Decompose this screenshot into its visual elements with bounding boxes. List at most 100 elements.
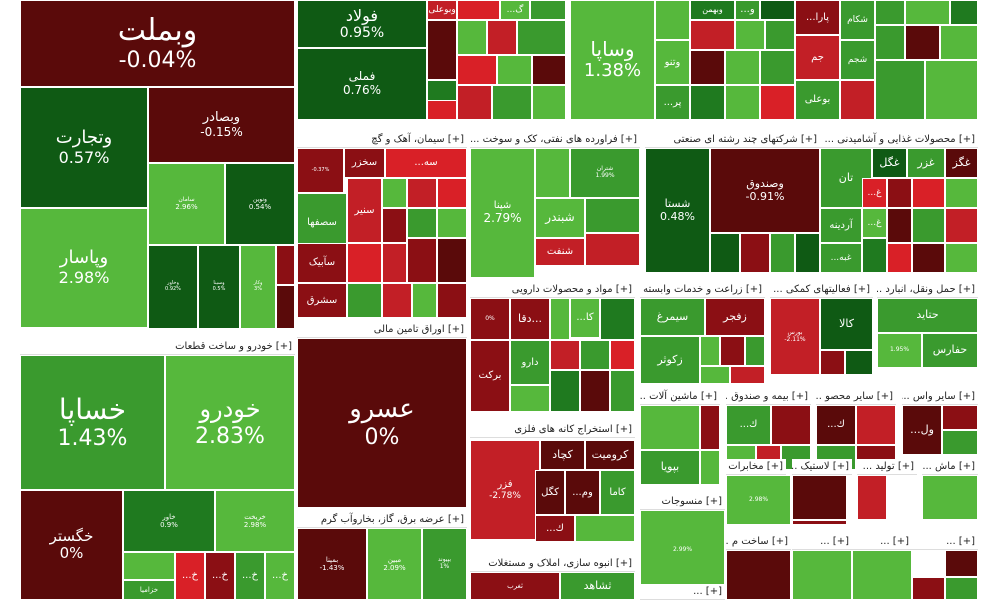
stock-tile[interactable] [640, 405, 700, 450]
stock-tile[interactable] [740, 233, 770, 273]
stock-tile[interactable] [857, 475, 887, 520]
stock-tile[interactable] [407, 238, 437, 283]
stock-tile[interactable]: جم [795, 35, 840, 80]
sector-header[interactable]: [+] سایر محصو ... [816, 389, 896, 405]
sector-header[interactable]: [+] ... [912, 534, 978, 550]
stock-tile[interactable] [382, 178, 407, 208]
stock-tile[interactable] [765, 20, 795, 50]
stock-tile[interactable] [585, 233, 640, 266]
stock-tile[interactable] [497, 55, 532, 85]
stock-tile[interactable]: ...خ [175, 552, 205, 600]
stock-tile[interactable] [655, 0, 690, 40]
sector-header[interactable]: [+] فراورده های نفتی، کک و سوخت ... [470, 132, 640, 148]
stock-tile[interactable] [771, 405, 811, 445]
stock-tile[interactable]: وخاور 0.92% [148, 245, 198, 329]
stock-tile[interactable]: بمپنا -1.43% [297, 528, 367, 600]
stock-tile[interactable]: خودرو 2.83% [165, 355, 295, 490]
stock-tile[interactable]: وبملت -0.04% [20, 0, 295, 87]
stock-tile[interactable] [925, 60, 978, 120]
stock-tile[interactable]: ...خ [265, 552, 295, 600]
sector-header[interactable]: [+] خودرو و ساخت قطعات [20, 339, 295, 355]
stock-tile[interactable] [912, 178, 945, 208]
stock-tile[interactable] [437, 208, 467, 238]
sector-header[interactable]: [+] مخابرات [726, 459, 786, 475]
stock-tile[interactable] [887, 178, 912, 208]
stock-tile[interactable]: دقا... [510, 298, 550, 340]
sector-header[interactable]: [+] بیمه و صندوق ... [726, 389, 811, 405]
stock-tile[interactable]: ...غ [862, 208, 887, 238]
stock-tile[interactable]: فزر -2.78% [470, 440, 540, 540]
stock-tile[interactable]: 1.95% [877, 333, 922, 368]
stock-tile[interactable]: ...خ [205, 552, 235, 600]
sector-header[interactable]: [+] زراعت و خدمات وابسته [640, 282, 765, 298]
stock-tile[interactable]: کالا [820, 298, 873, 350]
stock-tile[interactable] [700, 336, 720, 366]
sector-header[interactable]: [+] ساخت م ... [726, 534, 791, 550]
stock-tile[interactable]: خساپا 1.43% [20, 355, 165, 490]
stock-tile[interactable]: سیمرغ [640, 298, 705, 336]
stock-tile[interactable]: برکت [470, 340, 510, 412]
stock-tile[interactable]: ...غبه [820, 243, 862, 273]
sector-header[interactable]: [+] ... [792, 534, 852, 550]
stock-tile[interactable]: -0.37% [297, 148, 344, 193]
stock-tile[interactable]: شستا 0.48% [645, 148, 710, 273]
stock-tile[interactable]: ...وم [565, 470, 600, 515]
stock-tile[interactable]: خاور 0.9% [123, 490, 215, 552]
stock-tile[interactable] [550, 298, 570, 340]
sector-header[interactable]: [+] منسوجات [640, 494, 725, 510]
stock-tile[interactable]: شنفت [535, 238, 585, 266]
stock-tile[interactable]: ...کا [570, 298, 600, 338]
stock-tile[interactable] [437, 238, 467, 283]
stock-tile[interactable] [407, 208, 437, 238]
stock-tile[interactable] [382, 283, 412, 318]
stock-tile[interactable]: 0% [470, 298, 510, 340]
stock-tile[interactable]: زکوثر [640, 336, 700, 384]
stock-tile[interactable]: ...خ [235, 552, 265, 600]
stock-tile[interactable] [942, 430, 978, 455]
stock-tile[interactable]: خزامیا [123, 580, 175, 600]
stock-tile[interactable]: سنیر [347, 178, 382, 243]
stock-tile[interactable] [487, 20, 517, 55]
stock-tile[interactable]: شکام [840, 0, 875, 40]
stock-tile[interactable]: کروميت [585, 440, 635, 470]
stock-tile[interactable]: ...غ [862, 178, 887, 208]
stock-tile[interactable]: ...ك [535, 515, 575, 542]
stock-tile[interactable] [550, 340, 580, 370]
stock-tile[interactable]: حفارس [922, 333, 978, 368]
stock-tile[interactable] [760, 0, 795, 20]
stock-tile[interactable] [123, 552, 175, 580]
sector-header[interactable]: [+] فعالیتهای کمکی ... [770, 282, 873, 298]
sector-header[interactable]: [+] سایر واس ... [902, 389, 978, 405]
stock-tile[interactable] [905, 25, 940, 60]
stock-tile[interactable]: ...ك [726, 405, 771, 445]
stock-tile[interactable] [690, 50, 725, 85]
stock-tile[interactable] [912, 208, 945, 243]
sector-header[interactable]: [+] عرضه برق، گاز، بخاروآب گرم [297, 512, 467, 528]
stock-tile[interactable]: وساپا 1.38% [570, 0, 655, 120]
stock-tile[interactable] [700, 405, 720, 450]
stock-tile[interactable] [610, 370, 635, 412]
stock-tile[interactable] [437, 283, 467, 318]
stock-tile[interactable] [760, 85, 795, 120]
sector-header[interactable]: [+] انبوه سازی، املاک و مستغلات [470, 556, 635, 572]
stock-tile[interactable]: عسرو 0% [297, 338, 467, 508]
stock-tile[interactable] [437, 178, 467, 208]
stock-tile[interactable] [770, 233, 795, 273]
stock-tile[interactable]: ...گ [500, 0, 530, 20]
stock-tile[interactable] [710, 233, 740, 273]
stock-tile[interactable]: ...ول [902, 405, 942, 455]
stock-tile[interactable]: وتجارت 0.57% [20, 87, 148, 208]
stock-tile[interactable] [942, 405, 978, 430]
stock-tile[interactable] [427, 20, 457, 80]
sector-header[interactable]: [+] سیمان، آهک و گچ [297, 132, 467, 148]
stock-tile[interactable]: شتران 1.99% [570, 148, 640, 198]
stock-tile[interactable] [845, 350, 873, 375]
stock-tile[interactable]: غزر [907, 148, 945, 178]
stock-tile[interactable] [276, 285, 295, 329]
stock-tile[interactable] [862, 238, 887, 273]
stock-tile[interactable] [412, 283, 437, 318]
stock-tile[interactable]: شجم [840, 40, 875, 80]
stock-tile[interactable]: 2.98% [726, 475, 791, 525]
stock-tile[interactable] [875, 25, 905, 60]
stock-tile[interactable]: ...پر [655, 85, 690, 120]
